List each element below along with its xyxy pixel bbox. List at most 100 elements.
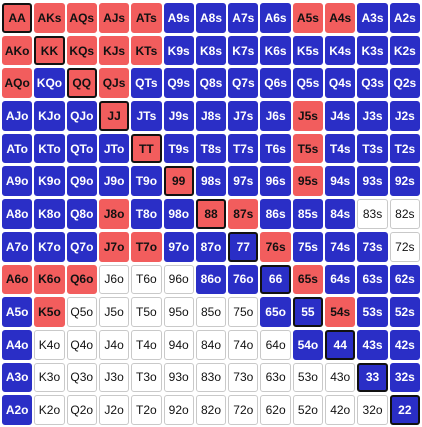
hand-cell-q5s[interactable]: Q5s — [293, 68, 323, 98]
hand-cell-a5o[interactable]: A5o — [2, 297, 32, 327]
hand-cell-j2o[interactable]: J2o — [99, 395, 129, 425]
hand-cell-55[interactable]: 55 — [293, 297, 323, 327]
hand-cell-82o[interactable]: 82o — [196, 395, 226, 425]
hand-cell-j8o[interactable]: J8o — [99, 199, 129, 229]
hand-cell-aa[interactable]: AA — [2, 3, 32, 33]
hand-cell-t6o[interactable]: T6o — [131, 265, 161, 295]
hand-cell-87s[interactable]: 87s — [228, 199, 258, 229]
hand-cell-a4o[interactable]: A4o — [2, 330, 32, 360]
hand-cell-t3o[interactable]: T3o — [131, 363, 161, 393]
hand-cell-qts[interactable]: QTs — [131, 68, 161, 98]
hand-cell-a2s[interactable]: A2s — [390, 3, 420, 33]
hand-cell-k8o[interactable]: K8o — [34, 199, 64, 229]
hand-cell-92o[interactable]: 92o — [164, 395, 194, 425]
hand-cell-95o[interactable]: 95o — [164, 297, 194, 327]
hand-cell-52s[interactable]: 52s — [390, 297, 420, 327]
hand-cell-85o[interactable]: 85o — [196, 297, 226, 327]
hand-cell-97s[interactable]: 97s — [228, 166, 258, 196]
hand-cell-43o[interactable]: 43o — [325, 363, 355, 393]
hand-cell-t6s[interactable]: T6s — [260, 134, 290, 164]
hand-cell-j6o[interactable]: J6o — [99, 265, 129, 295]
hand-cell-jts[interactable]: JTs — [131, 101, 161, 131]
hand-cell-t4o[interactable]: T4o — [131, 330, 161, 360]
hand-cell-ats[interactable]: ATs — [131, 3, 161, 33]
hand-cell-63o[interactable]: 63o — [260, 363, 290, 393]
hand-cell-a9o[interactable]: A9o — [2, 166, 32, 196]
hand-cell-ajo[interactable]: AJo — [2, 101, 32, 131]
hand-cell-t3s[interactable]: T3s — [357, 134, 387, 164]
hand-cell-k5o[interactable]: K5o — [34, 297, 64, 327]
hand-cell-53o[interactable]: 53o — [293, 363, 323, 393]
hand-cell-83o[interactable]: 83o — [196, 363, 226, 393]
hand-cell-aks[interactable]: AKs — [34, 3, 64, 33]
hand-cell-j9s[interactable]: J9s — [164, 101, 194, 131]
hand-cell-a9s[interactable]: A9s — [164, 3, 194, 33]
hand-cell-94o[interactable]: 94o — [164, 330, 194, 360]
hand-cell-95s[interactable]: 95s — [293, 166, 323, 196]
hand-cell-53s[interactable]: 53s — [357, 297, 387, 327]
hand-cell-t5o[interactable]: T5o — [131, 297, 161, 327]
hand-cell-kqo[interactable]: KQo — [34, 68, 64, 98]
hand-cell-84o[interactable]: 84o — [196, 330, 226, 360]
hand-cell-98o[interactable]: 98o — [164, 199, 194, 229]
hand-cell-a2o[interactable]: A2o — [2, 395, 32, 425]
hand-cell-qq[interactable]: QQ — [67, 68, 97, 98]
hand-cell-74o[interactable]: 74o — [228, 330, 258, 360]
hand-cell-j6s[interactable]: J6s — [260, 101, 290, 131]
hand-cell-q6o[interactable]: Q6o — [67, 265, 97, 295]
hand-cell-a6s[interactable]: A6s — [260, 3, 290, 33]
hand-cell-t8s[interactable]: T8s — [196, 134, 226, 164]
hand-cell-32o[interactable]: 32o — [357, 395, 387, 425]
hand-cell-88[interactable]: 88 — [196, 199, 226, 229]
hand-cell-a7s[interactable]: A7s — [228, 3, 258, 33]
hand-cell-k7s[interactable]: K7s — [228, 36, 258, 66]
hand-cell-32s[interactable]: 32s — [390, 363, 420, 393]
hand-cell-64o[interactable]: 64o — [260, 330, 290, 360]
hand-cell-q4s[interactable]: Q4s — [325, 68, 355, 98]
hand-cell-jto[interactable]: JTo — [99, 134, 129, 164]
hand-cell-k4s[interactable]: K4s — [325, 36, 355, 66]
hand-cell-72s[interactable]: 72s — [390, 232, 420, 262]
hand-cell-66[interactable]: 66 — [260, 265, 290, 295]
hand-cell-j3s[interactable]: J3s — [357, 101, 387, 131]
hand-cell-72o[interactable]: 72o — [228, 395, 258, 425]
hand-cell-ajs[interactable]: AJs — [99, 3, 129, 33]
hand-cell-q9s[interactable]: Q9s — [164, 68, 194, 98]
hand-cell-j7o[interactable]: J7o — [99, 232, 129, 262]
hand-cell-k4o[interactable]: K4o — [34, 330, 64, 360]
hand-cell-98s[interactable]: 98s — [196, 166, 226, 196]
hand-cell-ato[interactable]: ATo — [2, 134, 32, 164]
hand-cell-a5s[interactable]: A5s — [293, 3, 323, 33]
hand-cell-62s[interactable]: 62s — [390, 265, 420, 295]
hand-cell-a6o[interactable]: A6o — [2, 265, 32, 295]
hand-cell-q8s[interactable]: Q8s — [196, 68, 226, 98]
hand-cell-84s[interactable]: 84s — [325, 199, 355, 229]
hand-cell-96o[interactable]: 96o — [164, 265, 194, 295]
hand-cell-j8s[interactable]: J8s — [196, 101, 226, 131]
hand-cell-ako[interactable]: AKo — [2, 36, 32, 66]
hand-cell-j5s[interactable]: J5s — [293, 101, 323, 131]
hand-cell-82s[interactable]: 82s — [390, 199, 420, 229]
hand-cell-q2o[interactable]: Q2o — [67, 395, 97, 425]
hand-cell-73s[interactable]: 73s — [357, 232, 387, 262]
hand-cell-q6s[interactable]: Q6s — [260, 68, 290, 98]
hand-cell-aqs[interactable]: AQs — [67, 3, 97, 33]
hand-cell-96s[interactable]: 96s — [260, 166, 290, 196]
hand-cell-a8s[interactable]: A8s — [196, 3, 226, 33]
hand-cell-q8o[interactable]: Q8o — [67, 199, 97, 229]
hand-cell-jj[interactable]: JJ — [99, 101, 129, 131]
hand-cell-94s[interactable]: 94s — [325, 166, 355, 196]
hand-cell-k6o[interactable]: K6o — [34, 265, 64, 295]
hand-cell-a8o[interactable]: A8o — [2, 199, 32, 229]
hand-cell-83s[interactable]: 83s — [357, 199, 387, 229]
hand-cell-62o[interactable]: 62o — [260, 395, 290, 425]
hand-cell-75o[interactable]: 75o — [228, 297, 258, 327]
hand-cell-99[interactable]: 99 — [164, 166, 194, 196]
hand-cell-j3o[interactable]: J3o — [99, 363, 129, 393]
hand-cell-54o[interactable]: 54o — [293, 330, 323, 360]
hand-cell-j7s[interactable]: J7s — [228, 101, 258, 131]
hand-cell-85s[interactable]: 85s — [293, 199, 323, 229]
hand-cell-j4o[interactable]: J4o — [99, 330, 129, 360]
hand-cell-22[interactable]: 22 — [390, 395, 420, 425]
hand-cell-k3o[interactable]: K3o — [34, 363, 64, 393]
